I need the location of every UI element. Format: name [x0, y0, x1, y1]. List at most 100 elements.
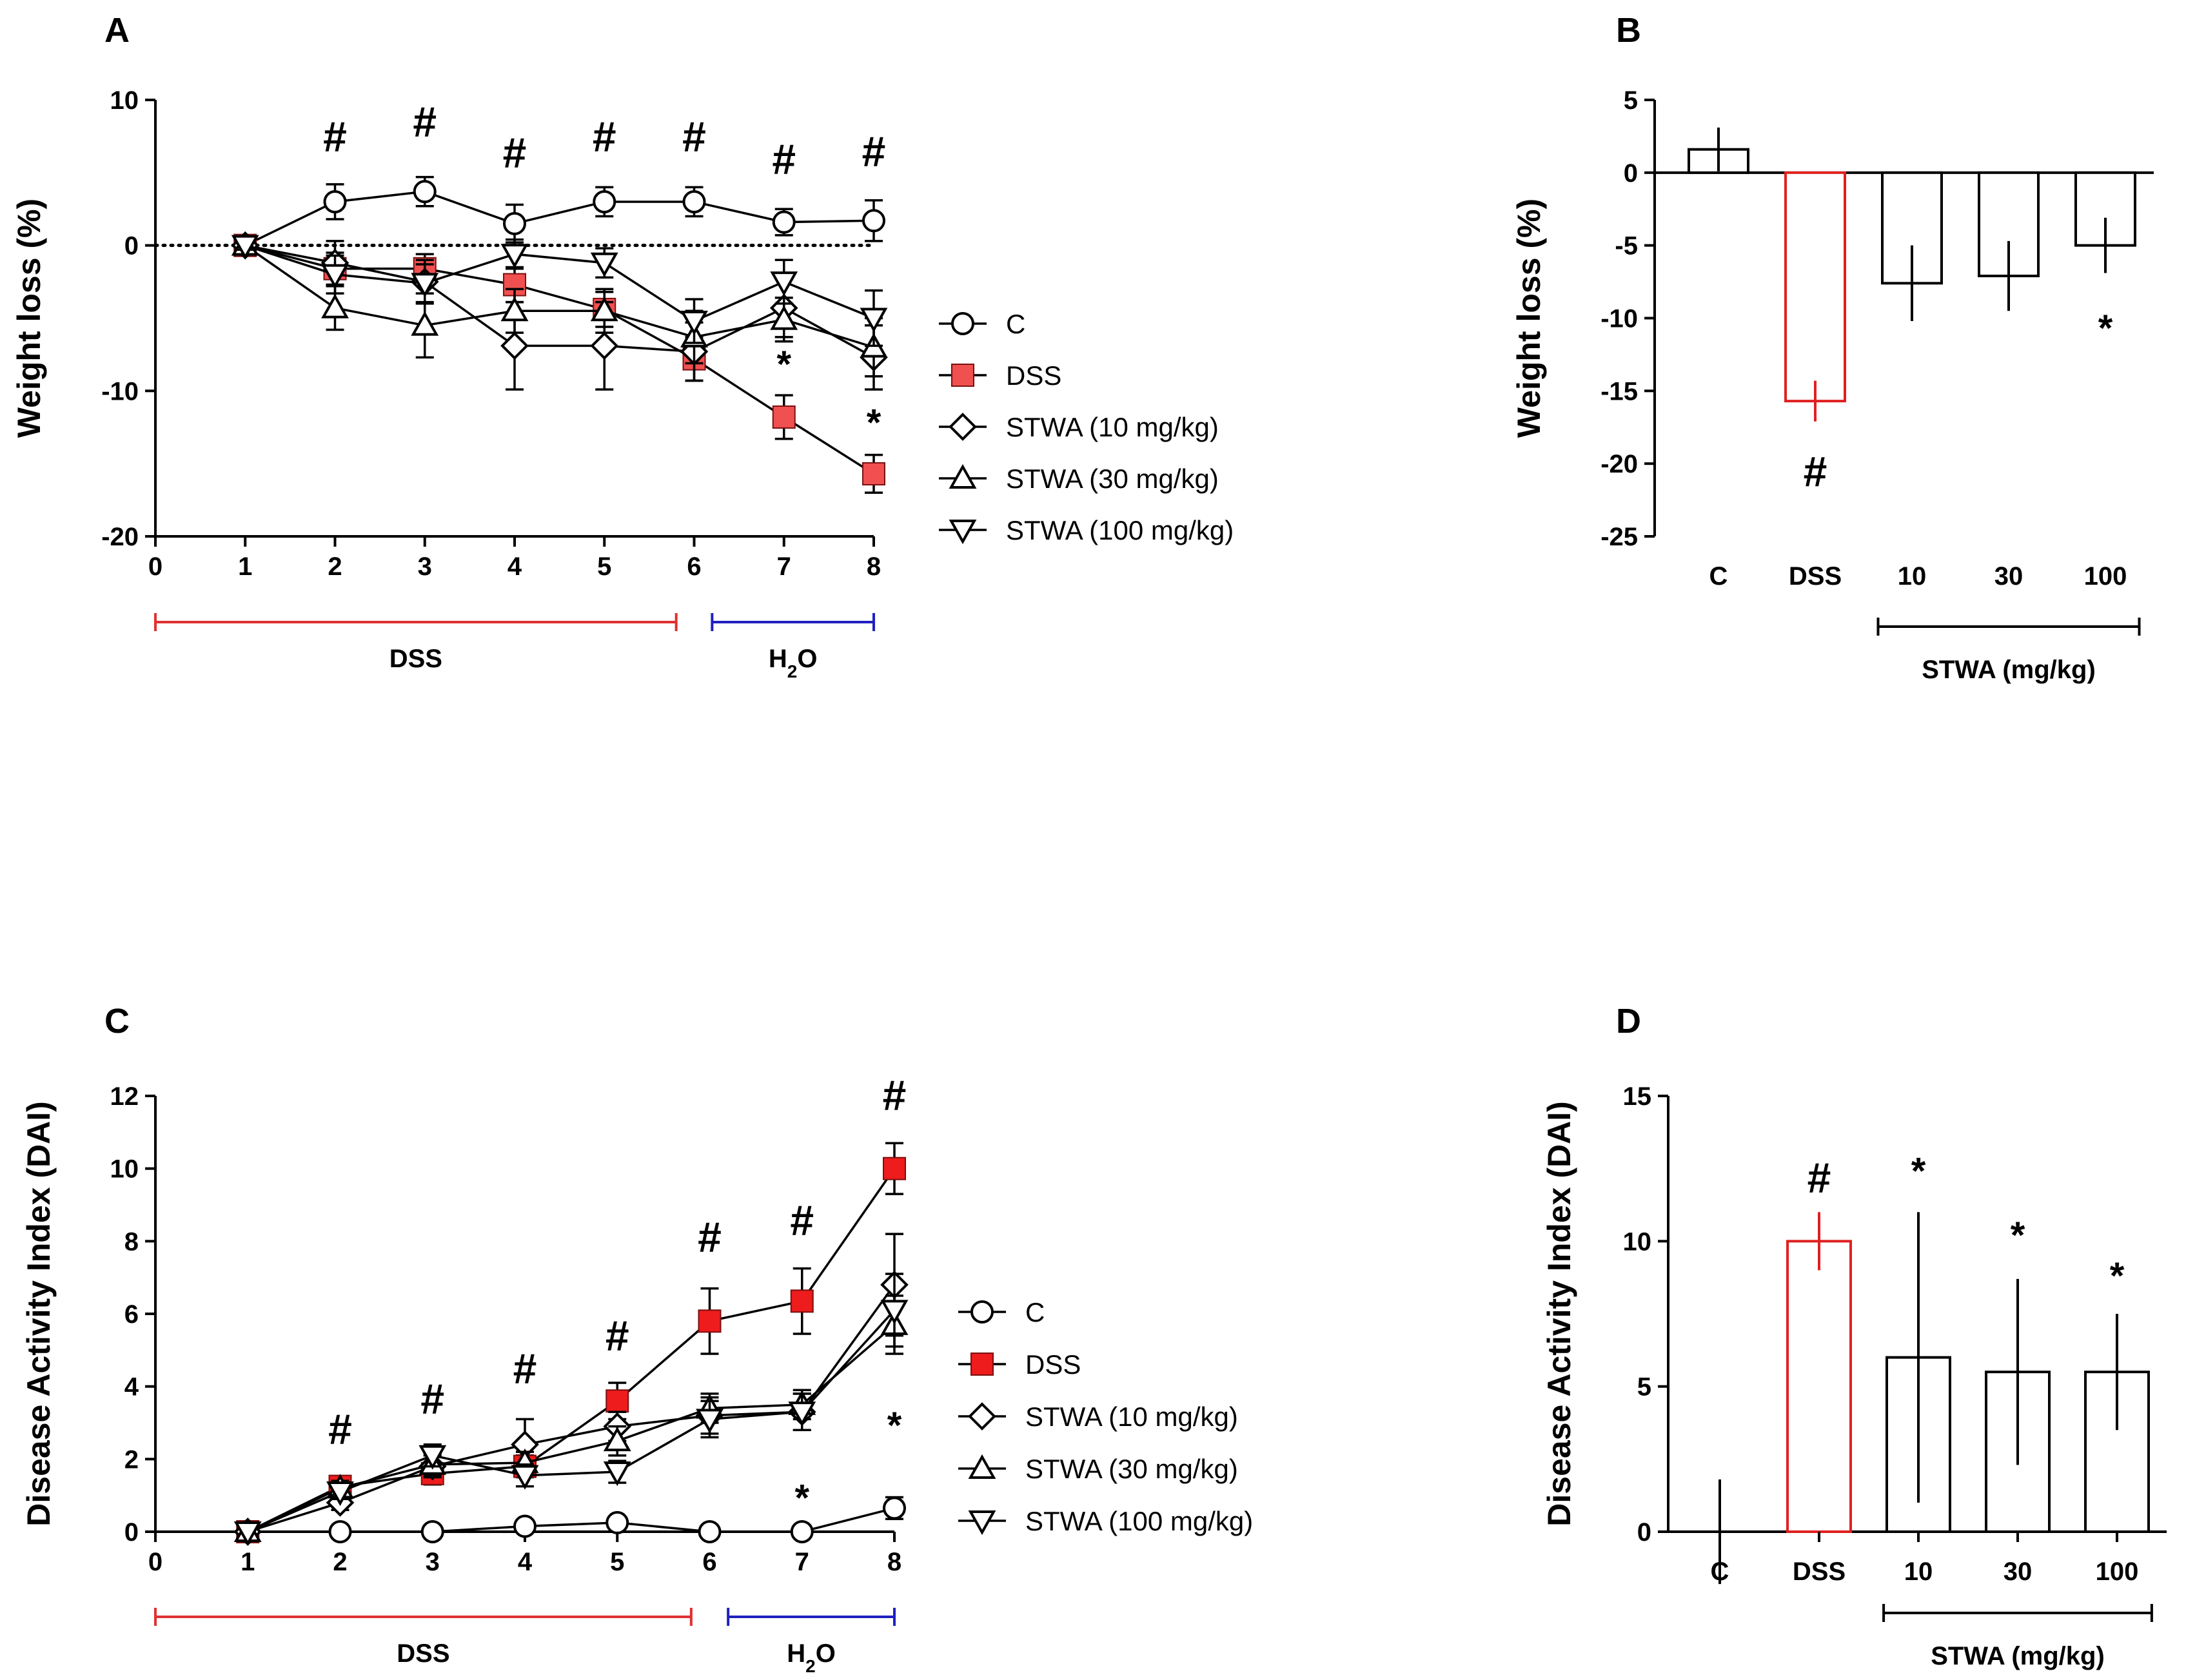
bar [1784, 171, 1846, 403]
y-tick-label: 10 [110, 86, 139, 115]
legend-label: DSS [1006, 360, 1061, 391]
legend-item: STWA (100 mg/kg) [958, 1506, 1253, 1536]
data-point [860, 308, 888, 333]
x-tick-label: 100 [2084, 562, 2127, 591]
y-axis-label: Weight loss (%) [1511, 199, 1547, 438]
x-tick-label: C [1711, 1558, 1729, 1586]
data-point [590, 331, 619, 360]
data-point [500, 331, 529, 360]
y-tick-label: 0 [124, 232, 139, 260]
data-point [511, 1465, 539, 1490]
data-point [680, 311, 708, 336]
data-point [698, 1309, 722, 1333]
data-point [772, 405, 796, 429]
data-point [862, 462, 885, 485]
legend-label: STWA (30 mg/kg) [1006, 464, 1219, 494]
series-line [244, 244, 874, 358]
legend-item: STWA (100 mg/kg) [939, 515, 1234, 545]
significance-mark: * [776, 344, 791, 386]
y-tick-label: -20 [101, 523, 139, 551]
significance-mark: # [593, 113, 616, 161]
data-point [698, 1520, 722, 1543]
legend-label: STWA (100 mg/kg) [1006, 515, 1234, 545]
y-axis-label: Disease Activity Index (DAI) [21, 1101, 57, 1526]
chart-panel-d: D 0 5 10 15 Disease Activity Index (DAI) C DSS 1… [1541, 1002, 2167, 1670]
legend-marker [949, 520, 977, 545]
data-point [603, 1461, 631, 1487]
legend-label: DSS [1025, 1349, 1081, 1380]
x-tick-label: 6 [702, 1548, 716, 1576]
y-tick-label: 0 [1637, 1518, 1651, 1547]
data-point [696, 1409, 724, 1434]
significance-mark: # [698, 1213, 722, 1261]
significance-mark: * [2011, 1215, 2025, 1256]
data-point [682, 190, 706, 213]
data-point [413, 180, 437, 204]
significance-mark: * [794, 1478, 809, 1519]
data-point [770, 271, 798, 297]
significance-mark: * [887, 1405, 902, 1447]
panel-label: A [104, 11, 130, 50]
significance-mark: # [1804, 447, 1827, 495]
y-axis-label: Weight loss (%) [11, 199, 47, 438]
legend-marker [970, 1353, 994, 1376]
series-line [248, 1507, 895, 1533]
data-point [770, 305, 798, 330]
x-tick-label: 1 [241, 1548, 255, 1576]
data-point [603, 1427, 631, 1452]
legend-marker [951, 312, 974, 335]
significance-mark: # [503, 129, 527, 177]
significance-mark: * [2098, 308, 2113, 349]
group-label: STWA (mg/kg) [1931, 1642, 2105, 1670]
significance-mark: # [513, 1345, 537, 1392]
significance-mark: # [682, 113, 706, 161]
significance-mark: * [1911, 1151, 1926, 1193]
x-tick-label: 4 [507, 552, 522, 581]
legend-marker [968, 1454, 996, 1479]
data-point [326, 1481, 354, 1507]
chart-panel-a: A 10 0 -10 -20 0 1 2 3 4 5 6 7 8 Weight loss (%) # # # # # #… [11, 11, 1234, 681]
x-tick-label: 8 [887, 1548, 901, 1576]
data-point [418, 1445, 447, 1470]
series-line [244, 244, 874, 322]
series-line [247, 1309, 896, 1533]
series-line [244, 244, 874, 349]
data-point [323, 190, 347, 213]
x-tick-label: 5 [597, 552, 611, 581]
panel-label: B [1616, 11, 1641, 50]
x-tick-label: 6 [687, 552, 701, 581]
legend-label: STWA (10 mg/kg) [1006, 412, 1219, 442]
data-point [772, 210, 796, 234]
data-point [790, 1520, 814, 1543]
legend-item: DSS [958, 1349, 1081, 1380]
legend-label: STWA (10 mg/kg) [1025, 1402, 1238, 1432]
y-axis-label: Disease Activity Index (DAI) [1541, 1101, 1577, 1526]
x-tick-label: 0 [148, 552, 162, 581]
legend-item: STWA (30 mg/kg) [958, 1454, 1238, 1484]
data-point [790, 1289, 814, 1313]
y-tick-label: 2 [124, 1445, 139, 1474]
x-tick-label: DSS [1793, 1558, 1846, 1586]
period-label: DSS [389, 645, 442, 673]
y-tick-label: 6 [124, 1300, 139, 1329]
data-point [862, 209, 885, 233]
x-tick-label: 100 [2096, 1558, 2139, 1586]
x-tick-label: 5 [610, 1548, 624, 1576]
legend-item: DSS [939, 360, 1061, 391]
period-label: H2O [787, 1639, 836, 1676]
period-label: DSS [397, 1639, 449, 1668]
data-point [606, 1510, 629, 1534]
legend-label: C [1025, 1297, 1045, 1327]
x-tick-label: 10 [1904, 1558, 1933, 1586]
legend-item: C [958, 1297, 1045, 1327]
data-point [788, 1402, 816, 1427]
x-tick-label: 7 [795, 1548, 809, 1576]
significance-mark: # [413, 98, 437, 146]
significance-mark: # [883, 1071, 907, 1119]
y-tick-label: -10 [1600, 305, 1638, 333]
significance-mark: # [790, 1197, 814, 1244]
series-4 [231, 235, 888, 347]
legend-label: STWA (30 mg/kg) [1025, 1454, 1238, 1484]
